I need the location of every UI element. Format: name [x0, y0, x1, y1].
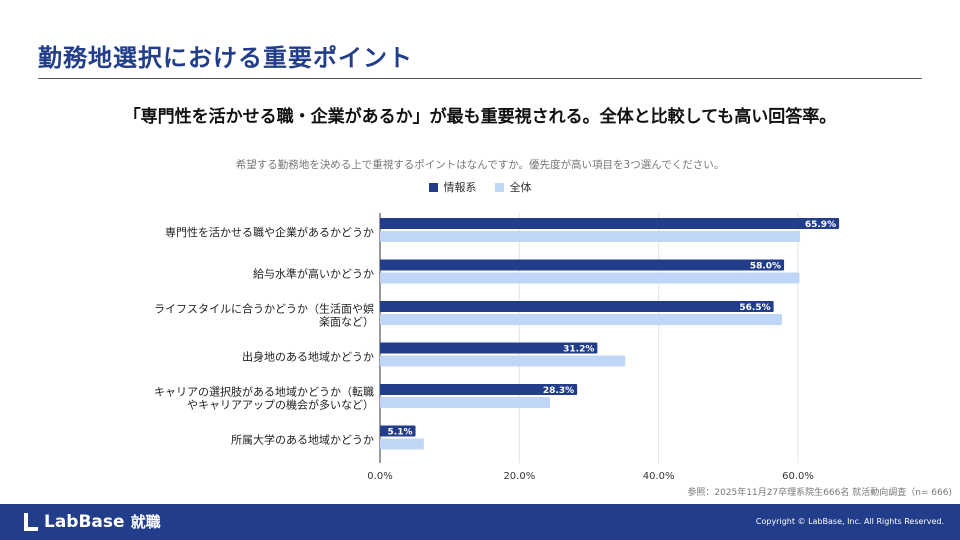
legend-label: 全体 [509, 181, 532, 194]
data-label: 28.3% [543, 386, 574, 396]
data-label: 56.5% [739, 303, 770, 313]
x-tick-label: 0.0% [367, 471, 392, 482]
legend-item-all: 全体 [494, 179, 532, 195]
bar-all [380, 438, 424, 450]
category-label: 出身地のある地域かどうか [242, 350, 374, 364]
copyright: Copyright © LabBase, Inc. All Rights Res… [755, 517, 944, 526]
logo-mark-icon [24, 512, 38, 531]
category-label: 所属大学のある地域かどうか [231, 433, 374, 447]
logo-text: LabBase [44, 511, 125, 532]
bar-all [380, 272, 800, 284]
bar-all [380, 355, 626, 367]
title-divider [38, 78, 922, 79]
legend-item-info: 情報系 [428, 179, 477, 195]
chart-title: 希望する勤務地を決める上で重視するポイントはなんですか。優先度が高い項目を3つ選… [235, 159, 725, 171]
x-tick-label: 20.0% [503, 471, 535, 482]
bar-info [380, 218, 840, 229]
bar-all [380, 231, 801, 242]
bar-info [380, 259, 785, 271]
logo-suffix: 就職 [130, 513, 161, 531]
bar-all [380, 397, 550, 408]
data-label: 58.0% [750, 262, 781, 272]
bar-chart: 0.0% 20.0% 40.0% 60.0% 専門性を活かせる職や企業があるかどうか 65… [154, 213, 840, 482]
bar-info [380, 384, 578, 395]
page-title: 勤務地選択における重要ポイント [38, 44, 413, 72]
category-label: キャリアの選択肢がある地域かどうか（転職 [154, 385, 374, 399]
bar-info [380, 425, 416, 437]
category-label: 専門性を活かせる職や企業があるかどうか [165, 225, 374, 239]
x-tick-label: 60.0% [782, 471, 814, 482]
labbase-logo[interactable]: LabBase 就職 [24, 511, 161, 532]
legend-label: 情報系 [443, 181, 477, 194]
bar-info [380, 342, 598, 354]
category-label: 楽面など） [319, 316, 374, 329]
category-label: やキャリアアップの機会が多いなど） [187, 398, 374, 412]
footer: LabBase 就職 Copyright © LabBase, Inc. All … [0, 504, 960, 540]
legend: 情報系 全体 [0, 179, 960, 195]
legend-swatch [428, 182, 438, 192]
source-note: 参照：2025年11月27卒理系院生666名 就活動向調査（n= 666) [687, 488, 952, 498]
data-label: 31.2% [563, 345, 594, 355]
data-label: 5.1% [388, 428, 413, 438]
category-label: ライフスタイルに合うかどうか（生活面や娯 [154, 302, 374, 316]
x-tick-label: 40.0% [643, 471, 675, 482]
legend-swatch [494, 182, 504, 192]
data-label: 65.9% [805, 220, 836, 230]
category-label: 給与水準が高いかどうか [253, 267, 374, 281]
bar-all [380, 314, 782, 325]
bar-info [380, 301, 774, 312]
headline: 「専門性を活かせる職・企業があるか」が最も重要視される。全体と比較しても高い回答… [123, 107, 837, 127]
